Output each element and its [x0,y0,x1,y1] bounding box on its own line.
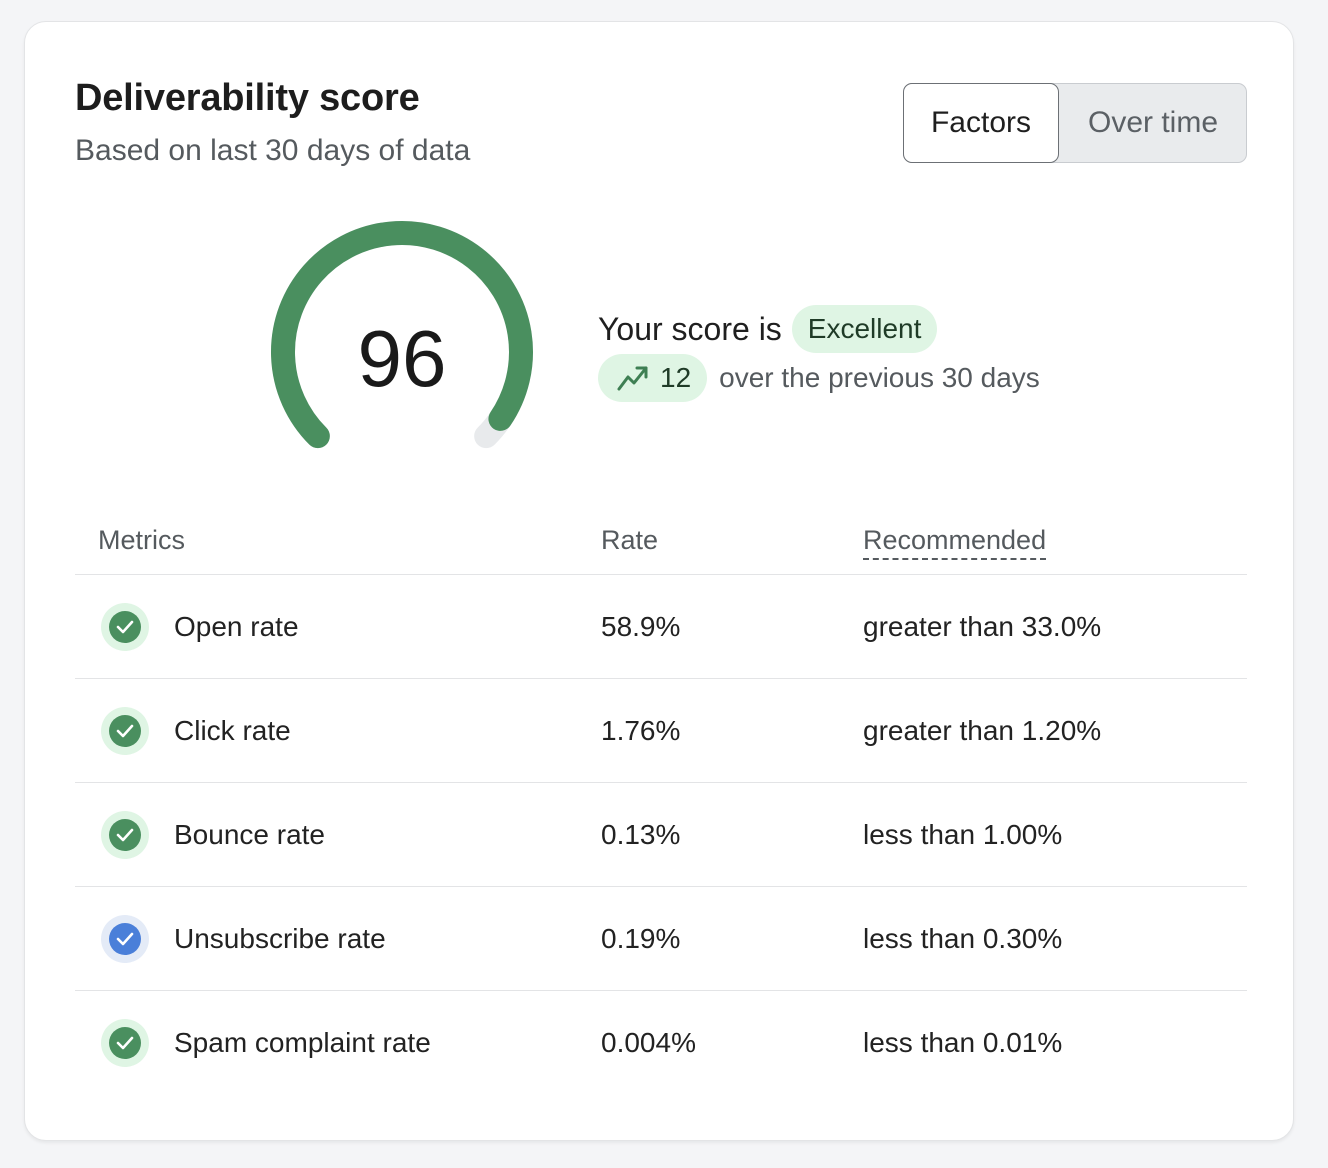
gauge-fill [271,221,533,449]
change-suffix: over the previous 30 days [719,362,1040,393]
metric-rate: 1.76% [601,714,681,746]
metrics-table: Metrics Rate Recommended Open rate 58.9%… [75,517,1247,1094]
card-title: Deliverability score [75,77,420,119]
over-time-tab[interactable]: Over time [1087,106,1219,139]
deliverability-card: Deliverability score Based on last 30 da… [24,21,1294,1141]
score-summary: Your score is Excellent 12 over the prev… [598,304,1040,404]
check-circle-icon [101,811,149,859]
table-row: Click rate 1.76% greater than 1.20% [75,679,1247,783]
metric-name: Click rate [174,714,291,746]
trending-up-icon [617,366,648,391]
metric-name: Unsubscribe rate [174,922,386,954]
metric-rate: 58.9% [601,610,681,642]
metric-recommended: greater than 33.0% [863,610,1102,642]
score-gauge: 96 [257,207,547,487]
change-value: 12 [660,362,692,393]
check-circle-icon [101,915,149,963]
metric-name: Open rate [174,610,299,642]
card-subtitle: Based on last 30 days of data [75,134,471,167]
metric-recommended: less than 0.01% [863,1026,1063,1058]
rating-badge: Excellent [791,305,938,353]
metric-recommended: greater than 1.20% [863,714,1102,746]
table-row: Spam complaint rate 0.004% less than 0.0… [75,991,1247,1094]
check-circle-icon [101,603,149,651]
header-metrics: Metrics [98,525,185,555]
table-row: Unsubscribe rate 0.19% less than 0.30% [75,887,1247,991]
header-rate: Rate [601,525,659,555]
header-recommended[interactable]: Recommended [863,525,1047,560]
metric-rate: 0.004% [601,1026,696,1058]
table-row: Bounce rate 0.13% less than 1.00% [75,783,1247,887]
score-prefix: Your score is [598,310,782,347]
table-row: Open rate 58.9% greater than 33.0% [75,575,1247,679]
metric-name: Spam complaint rate [174,1026,431,1058]
change-badge: 12 [598,354,708,402]
check-circle-icon [101,1019,149,1067]
view-toggle: Factors Over time [903,83,1247,163]
metric-rate: 0.13% [601,818,681,850]
metric-recommended: less than 0.30% [863,922,1063,954]
table-header: Metrics Rate Recommended [75,517,1247,575]
metric-name: Bounce rate [174,818,325,850]
factors-tab[interactable]: Factors [903,83,1059,163]
check-circle-icon [101,707,149,755]
metric-recommended: less than 1.00% [863,818,1063,850]
score-value: 96 [357,314,447,403]
gauge-arc [271,221,533,449]
metric-rate: 0.19% [601,922,681,954]
